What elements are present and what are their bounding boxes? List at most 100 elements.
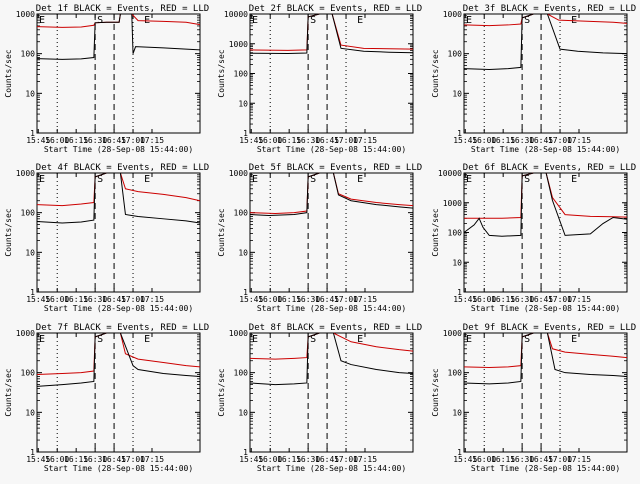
y-axis-label: Counts/sec [4,368,13,416]
x-tick-label: 16:15 [277,295,301,304]
y-tick-label: 1 [30,129,35,138]
x-axis-label: Start Time (28-Sep-08 15:44:00) [44,464,193,473]
plot-frame [249,332,414,453]
x-tick-label: 17:00 [121,295,145,304]
x-tick-label: 16:45 [315,295,339,304]
y-tick-label: 100 [448,369,463,378]
chart-panel: Det 2f BLACK = Events, RED = LLD Counts/s… [217,4,422,154]
y-tick-label: 1000 [229,329,248,338]
x-tick-label: 16:00 [472,136,496,145]
chart-title: Det 9f BLACK = Events, RED = LLD [463,323,636,333]
chart-panel: Det 5f BLACK = Events, RED = LLD Counts/s… [217,163,422,313]
y-tick-label: 1000 [229,40,248,49]
x-tick-label: 17:15 [353,455,377,464]
events-series-line [36,172,201,224]
end-marker-label: E [144,174,150,185]
y-tick-label: 100 [234,70,249,79]
y-tick-label: 1 [457,448,462,457]
events-series-line [249,172,414,216]
y-tick-label: 10 [452,258,462,267]
y-tick-label: 1000 [443,199,462,208]
y-axis-label: Counts/sec [217,368,226,416]
x-tick-label: 17:00 [334,136,358,145]
chart-panel: Det 1f BLACK = Events, RED = LLD Counts/s… [4,4,209,154]
x-tick-label: 16:30 [510,136,534,145]
start-marker-label: S [524,334,530,345]
chart-panel: Det 3f BLACK = Events, RED = LLD Counts/s… [431,4,636,154]
y-tick-label: 10 [238,248,248,257]
chart-title: Det 2f BLACK = Events, RED = LLD [249,4,422,14]
plot-frame [249,172,414,293]
y-tick-label: 10 [238,408,248,417]
end-marker-label: E [252,15,258,26]
x-axis-label: Start Time (28-Sep-08 15:44:00) [257,145,406,154]
end-marker-label: E [466,174,472,185]
y-tick-label: 10000 [438,169,462,178]
x-tick-label: 16:45 [102,295,126,304]
x-tick-label: 16:15 [491,455,515,464]
events-series-line [249,332,414,386]
chart-panel: Det 7f BLACK = Events, RED = LLD Counts/s… [4,323,209,473]
y-axis-label: Counts/sec [4,49,13,97]
x-tick-label: 16:30 [510,295,534,304]
x-tick-label: 17:15 [140,295,164,304]
x-tick-label: 17:15 [567,295,591,304]
y-tick-label: 100 [234,209,249,218]
y-tick-label: 100 [21,50,36,59]
events-series-line [463,172,628,237]
end-marker-label: E [144,334,150,345]
x-tick-label: 16:00 [45,136,69,145]
x-tick-label: 16:15 [491,136,515,145]
x-tick-label: 15:45 [26,455,50,464]
plot-frame [36,332,201,453]
end-marker-label: E [357,15,363,26]
start-marker-label: S [97,15,103,26]
x-tick-label: 16:45 [529,455,553,464]
y-tick-label: 1 [457,288,462,297]
x-tick-label: 16:30 [510,455,534,464]
x-tick-label: 16:30 [296,455,320,464]
x-tick-label: 17:15 [353,136,377,145]
y-tick-label: 1000 [16,10,35,19]
x-tick-label: 15:45 [26,136,50,145]
x-tick-label: 16:45 [102,455,126,464]
x-axis-label: Start Time (28-Sep-08 15:44:00) [471,145,620,154]
x-tick-label: 16:30 [296,136,320,145]
end-marker-label: E [466,15,472,26]
y-tick-label: 10000 [224,10,248,19]
x-tick-label: 15:45 [239,136,263,145]
start-marker-label: S [524,174,530,185]
x-tick-label: 16:00 [472,295,496,304]
x-tick-label: 17:00 [121,136,145,145]
x-tick-label: 17:15 [567,136,591,145]
start-marker-label: S [310,15,316,26]
x-axis-label: Start Time (28-Sep-08 15:44:00) [44,145,193,154]
x-axis-label: Start Time (28-Sep-08 15:44:00) [257,464,406,473]
end-marker-label: E [357,174,363,185]
x-tick-label: 17:00 [548,295,572,304]
plot-frame [463,172,628,293]
x-tick-label: 16:00 [258,136,282,145]
x-tick-label: 17:00 [548,455,572,464]
y-tick-label: 100 [234,369,249,378]
chart-title: Det 5f BLACK = Events, RED = LLD [249,163,422,173]
x-tick-label: 16:45 [102,136,126,145]
end-marker-label: E [571,174,577,185]
x-axis-label: Start Time (28-Sep-08 15:44:00) [257,304,406,313]
x-tick-label: 16:00 [258,455,282,464]
x-tick-label: 16:15 [277,455,301,464]
events-series-line [249,13,414,55]
events-series-line [36,13,201,60]
y-axis-label: Counts/sec [217,208,226,256]
x-tick-label: 15:45 [239,295,263,304]
end-marker-label: E [252,334,258,345]
x-axis-label: Start Time (28-Sep-08 15:44:00) [44,304,193,313]
x-tick-label: 17:00 [334,455,358,464]
chart-title: Det 1f BLACK = Events, RED = LLD [36,4,209,14]
end-marker-label: E [39,334,45,345]
x-tick-label: 15:45 [26,295,50,304]
x-tick-label: 16:15 [64,136,88,145]
end-marker-label: E [357,334,363,345]
x-tick-label: 16:30 [83,136,107,145]
